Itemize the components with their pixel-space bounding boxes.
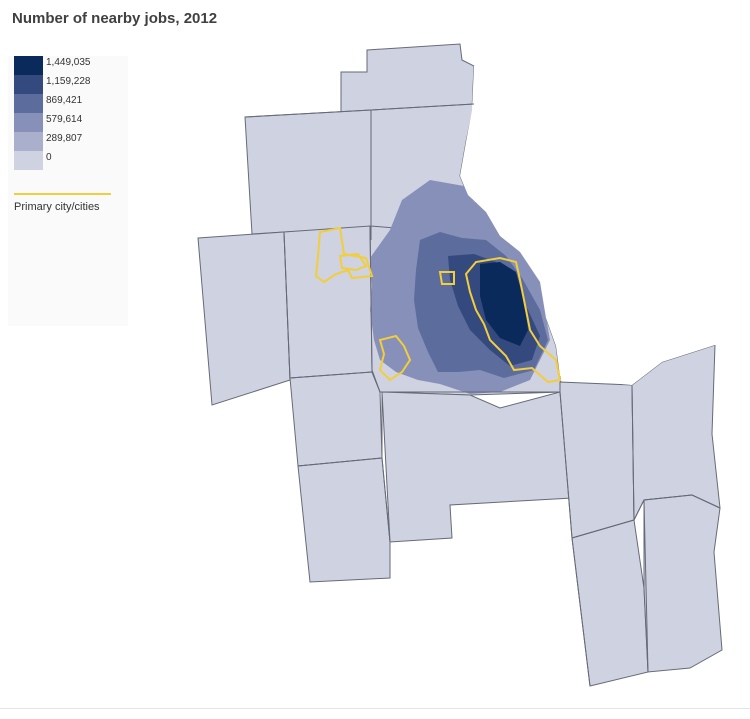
map-title: Number of nearby jobs, 2012 (12, 10, 218, 27)
county-polygon (381, 391, 573, 543)
county-border (369, 225, 560, 393)
city-boundary-label: Primary city/cities (14, 201, 100, 213)
legend-swatch (14, 56, 43, 75)
legend-swatch (14, 132, 43, 151)
county-border (643, 499, 649, 673)
bottom-divider (0, 708, 750, 709)
county-layer (197, 43, 723, 687)
county-border (633, 494, 721, 521)
city-boundary (338, 252, 368, 272)
legend-item: 869,421 (14, 94, 124, 113)
city-boundary (464, 256, 562, 384)
county-border (244, 103, 475, 118)
legend-swatch (14, 94, 43, 113)
lake-michigan (460, 40, 750, 385)
county-polygon (559, 381, 635, 539)
county-border (289, 371, 373, 379)
county-polygon (197, 231, 291, 406)
legend-swatch (14, 75, 43, 94)
legend-item: 1,159,228 (14, 75, 124, 94)
county-outlines (244, 103, 721, 687)
county-polygon (297, 457, 391, 583)
legend-swatch (14, 113, 43, 132)
county-polygon (283, 225, 375, 379)
city-boundary-swatch (14, 193, 111, 195)
county-polygon (571, 519, 649, 687)
legend-label: 1,159,228 (46, 76, 91, 87)
legend-item: 0 (14, 151, 124, 170)
legend-swatch (14, 151, 43, 170)
density-layer (370, 180, 550, 394)
city-boundary (378, 334, 412, 382)
primary-city-boundaries (314, 226, 562, 384)
county-border (283, 231, 291, 381)
county-polygon (244, 109, 372, 235)
city-boundary (314, 226, 374, 284)
legend-label: 579,614 (46, 114, 83, 125)
legend-label: 869,421 (46, 95, 83, 106)
legend-item: 289,807 (14, 132, 124, 151)
county-polygon (289, 371, 383, 467)
legend-label: 289,807 (46, 133, 83, 144)
county-polygon (340, 43, 475, 113)
density-zone-core (494, 268, 520, 336)
legend-item: 579,614 (14, 113, 124, 132)
city-boundary (438, 271, 455, 285)
map-legend: 1,449,035 1,159,228 869,421 579,614 289,… (8, 56, 128, 326)
county-polygon (643, 494, 723, 673)
legend-label: 1,449,035 (46, 57, 91, 68)
legend-item: 1,449,035 (14, 56, 124, 75)
legend-label: 0 (46, 152, 52, 163)
